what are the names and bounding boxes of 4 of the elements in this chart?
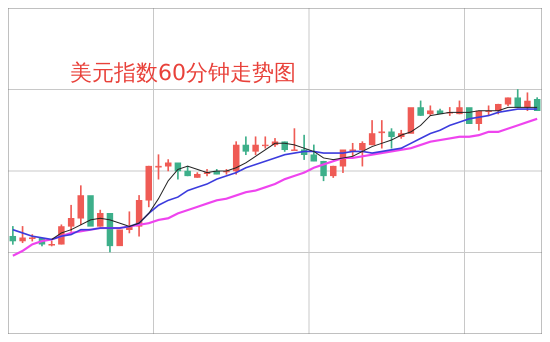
candlestick: [87, 195, 94, 227]
candlestick: [408, 107, 414, 134]
candlestick: [116, 229, 123, 246]
chart-title: 美元指数60分钟走势图: [70, 60, 296, 88]
